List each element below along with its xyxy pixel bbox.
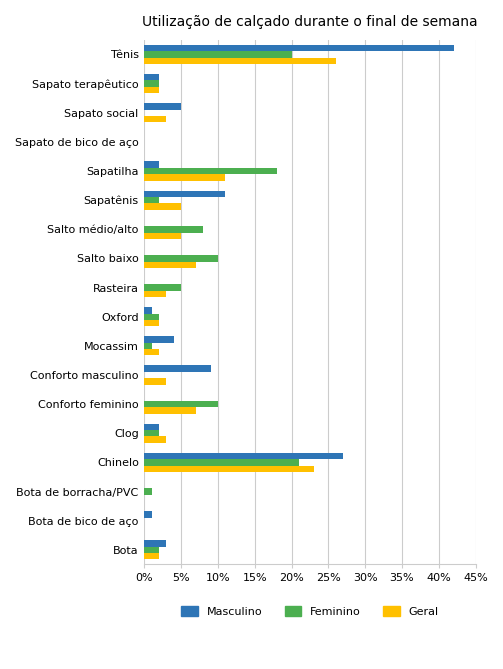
Bar: [144, 262, 196, 268]
Title: Utilização de calçado durante o final de semana: Utilização de calçado durante o final de…: [142, 15, 478, 29]
Bar: [144, 314, 159, 320]
Bar: [144, 466, 314, 472]
Bar: [144, 349, 159, 355]
Bar: [144, 203, 181, 210]
Bar: [144, 541, 166, 547]
Bar: [144, 291, 166, 297]
Bar: [144, 423, 159, 430]
Bar: [144, 320, 159, 326]
Bar: [144, 436, 166, 443]
Bar: [144, 307, 152, 314]
Bar: [144, 407, 196, 413]
Bar: [144, 80, 159, 87]
Bar: [144, 103, 181, 110]
Bar: [144, 58, 336, 64]
Bar: [144, 45, 454, 52]
Bar: [144, 161, 159, 168]
Bar: [144, 233, 181, 239]
Bar: [144, 116, 166, 122]
Bar: [144, 365, 211, 372]
Bar: [144, 52, 292, 58]
Bar: [144, 430, 159, 436]
Bar: [144, 174, 225, 181]
Bar: [144, 459, 299, 466]
Bar: [144, 453, 343, 459]
Bar: [144, 87, 159, 93]
Bar: [144, 547, 159, 553]
Bar: [144, 553, 159, 559]
Bar: [144, 343, 152, 349]
Legend: Masculino, Feminino, Geral: Masculino, Feminino, Geral: [177, 601, 443, 621]
Bar: [144, 226, 203, 233]
Bar: [144, 168, 277, 174]
Bar: [144, 74, 159, 80]
Bar: [144, 401, 218, 407]
Bar: [144, 337, 174, 343]
Bar: [144, 284, 181, 291]
Bar: [144, 511, 152, 518]
Bar: [144, 191, 225, 197]
Bar: [144, 488, 152, 495]
Bar: [144, 197, 159, 203]
Bar: [144, 378, 166, 385]
Bar: [144, 256, 218, 262]
